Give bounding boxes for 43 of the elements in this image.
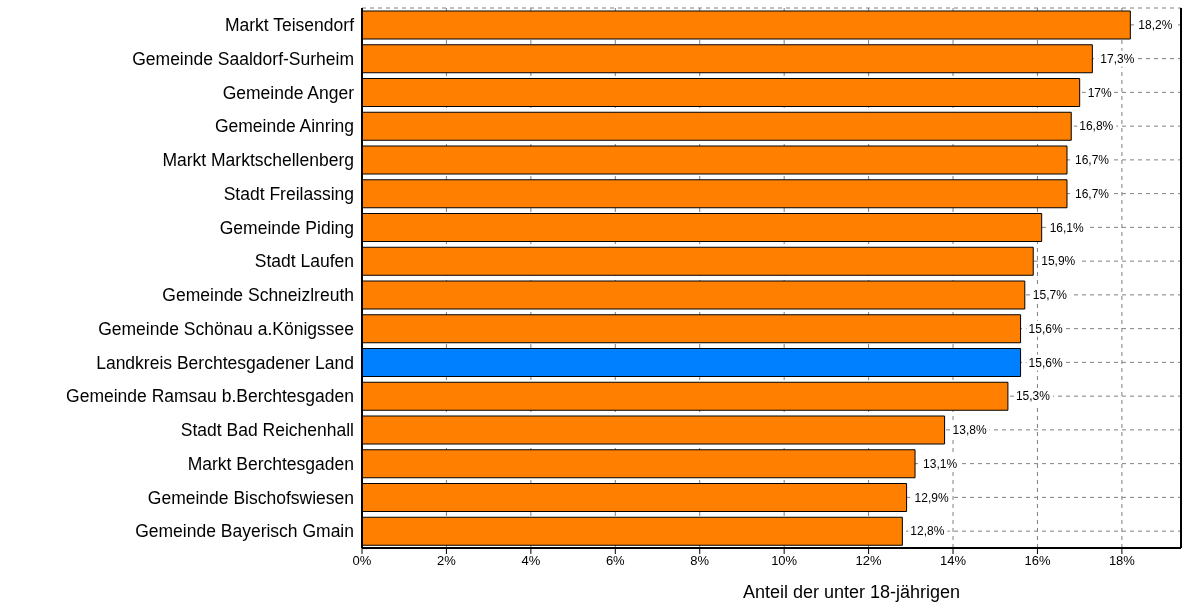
data-label: 16,7%: [1075, 186, 1110, 201]
y-tick-label: Stadt Bad Reichenhall: [180, 420, 354, 441]
y-tick-label: Landkreis Berchtesgadener Land: [96, 352, 354, 373]
data-label: 15,6%: [1028, 355, 1063, 370]
x-tick-label: 2%: [437, 553, 457, 569]
data-label: 13,8%: [952, 423, 987, 437]
x-tick-label: 4%: [521, 553, 541, 569]
y-tick-label: Gemeinde Ramsau b.Berchtesgaden: [66, 386, 354, 407]
y-tick-label: Gemeinde Saaldorf-Surheim: [132, 48, 354, 69]
y-tick-label: Gemeinde Schönau a.Königssee: [98, 318, 354, 339]
x-tick-label: 14%: [940, 553, 967, 569]
x-tick-label: 0%: [352, 553, 372, 569]
y-tick-label: Gemeinde Bayerisch Gmain: [135, 521, 354, 542]
data-label: 16,7%: [1075, 153, 1110, 167]
data-label: 17,3%: [1100, 51, 1135, 66]
y-tick-label: Markt Berchtesgaden: [187, 453, 354, 474]
x-tick-label: 18%: [1108, 553, 1136, 569]
x-tick-label: 16%: [1024, 553, 1051, 569]
x-tick-label: 12%: [855, 553, 883, 569]
y-tick-label: Gemeinde Ainring: [214, 116, 354, 137]
y-tick-label: Stadt Laufen: [254, 251, 354, 272]
data-label: 12,8%: [910, 524, 945, 539]
data-label: 17%: [1087, 85, 1113, 100]
data-label: 16,8%: [1079, 119, 1114, 134]
y-tick-label: Stadt Freilassing: [223, 183, 354, 204]
data-label: 15,6%: [1028, 321, 1063, 336]
y-tick-label: Gemeinde Schneizlreuth: [162, 285, 354, 306]
data-label: 15,9%: [1041, 254, 1076, 269]
x-axis-title: Anteil der unter 18-jährigen: [742, 582, 961, 602]
x-tick-label: 6%: [605, 553, 626, 569]
y-tick-label: Gemeinde Piding: [219, 217, 354, 238]
x-tick-label: 10%: [771, 553, 798, 569]
data-label: 16,1%: [1049, 220, 1085, 235]
data-label: 13,1%: [923, 456, 958, 471]
x-tick-label: 8%: [690, 553, 710, 569]
y-tick-label: Markt Marktschellenberg: [162, 150, 354, 171]
data-label: 18,2%: [1138, 18, 1173, 32]
y-tick-label: Gemeinde Anger: [222, 82, 355, 103]
data-label: 15,7%: [1032, 288, 1068, 302]
y-tick-label: Markt Teisendorf: [224, 15, 355, 36]
data-label: 12,9%: [914, 490, 949, 505]
data-label: 15,3%: [1015, 389, 1051, 404]
y-tick-label: Gemeinde Bischofswiesen: [147, 487, 354, 508]
